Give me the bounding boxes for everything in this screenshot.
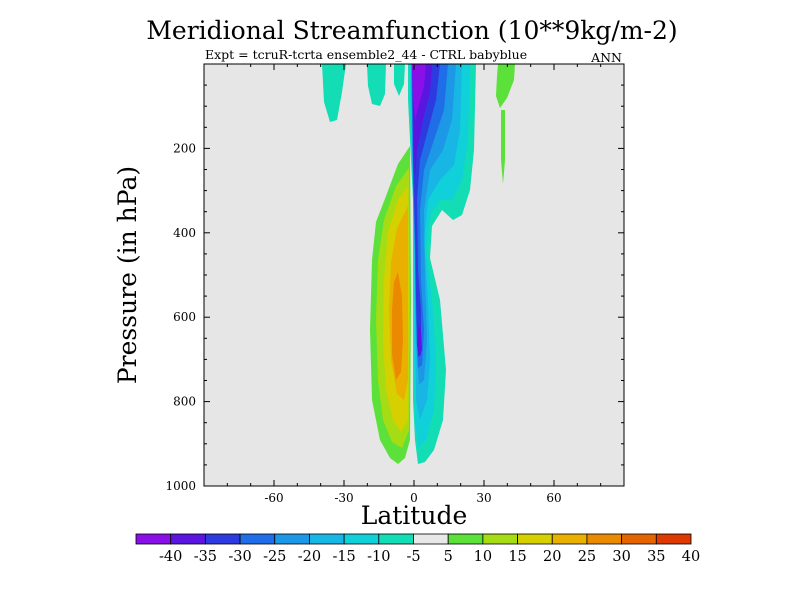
upper-left-blob-1 [322,64,346,122]
y-axis-label: Pressure (in hPa) [113,166,142,384]
colorbar-swatch [621,533,657,545]
colorbar-label: 40 [682,549,700,565]
colorbar-label: 35 [647,549,665,565]
neg-core-low [417,325,422,356]
colorbar-swatch [239,533,276,545]
colorbar-label: -10 [367,549,390,565]
colorbar-swatch [204,533,241,545]
colorbar-swatch [482,533,518,545]
y-tick-label: 1000 [165,479,196,493]
y-tick-label: 800 [173,395,196,409]
colorbar-swatch [551,533,588,545]
y-axis-ticks: 200 400 600 800 1000 [165,84,624,493]
colorbar-label: 15 [508,549,526,565]
colorbar-label: -5 [406,549,420,565]
y-tick-label: 400 [173,226,196,240]
colorbar-label: -35 [194,549,217,565]
colorbar-label: 30 [612,549,630,565]
colorbar-swatch [413,533,449,545]
colorbar-swatch [170,533,206,545]
x-tick-label: 60 [546,491,561,505]
y-tick-label: 600 [173,310,196,324]
x-axis-label: Latitude [361,501,468,530]
colorbar-label: 25 [578,549,596,565]
pos-streak-thin [501,110,505,184]
colorbar-label: -15 [332,549,355,565]
colorbar-swatch [378,533,414,545]
colorbar-swatch [586,533,623,545]
contour-fills [322,64,515,464]
x-tick-label: -60 [264,491,283,505]
x-tick-label: 0 [410,491,418,505]
colorbar: -40 -35 -30 -25 -20 -15 -10 -5 5 10 15 20 25 30 35 40 [135,533,700,565]
neg-level-40 [412,64,426,120]
colorbar-swatch [655,533,692,545]
colorbar-swatch [309,533,345,545]
chart-title: Meridional Streamfunction (10**9kg/m-2) [146,16,677,45]
colorbar-swatch [274,533,310,545]
pos-streak-north [496,64,515,108]
colorbar-label: 10 [474,549,492,565]
x-axis-ticks: -60 -30 0 30 60 [203,64,625,505]
colorbar-label: -25 [263,549,286,565]
pos-level-25 [392,272,403,380]
x-tick-label: -30 [334,491,353,505]
upper-left-blob-2 [367,64,386,106]
colorbar-label: 20 [543,549,561,565]
colorbar-label: -30 [228,549,251,565]
season-label: ANN [590,50,622,65]
colorbar-swatch [517,533,553,545]
colorbar-label: -20 [298,549,321,565]
upper-left-blob-3 [394,64,405,96]
chart-subtitle: Expt = tcruR-tcrta ensemble2_44 - CTRL b… [205,47,527,62]
y-tick-label: 200 [173,141,196,155]
colorbar-label: -40 [159,549,182,565]
colorbar-swatch [447,533,484,545]
colorbar-swatch [343,533,380,545]
colorbar-label: 5 [444,549,453,565]
x-tick-label: 30 [476,491,491,505]
colorbar-swatch [135,533,172,545]
